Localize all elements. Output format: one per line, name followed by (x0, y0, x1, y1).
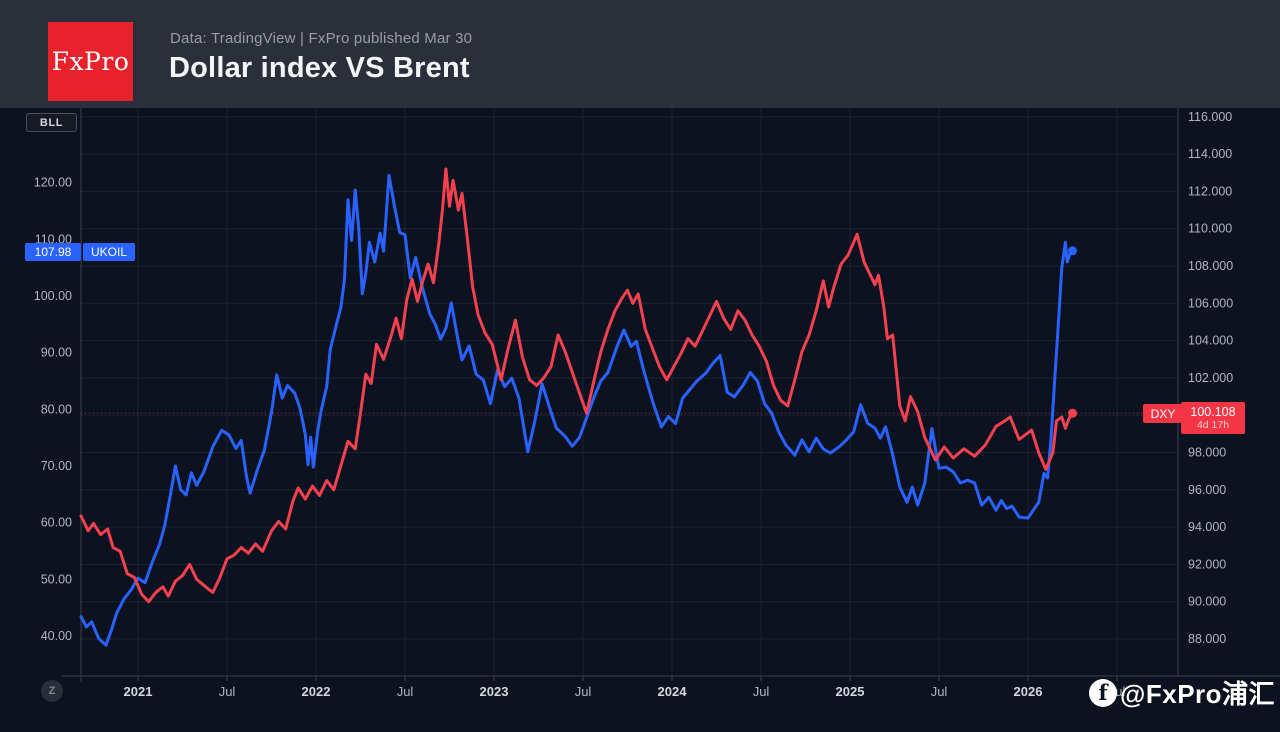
right-axis-tick-label: 110.000 (1188, 222, 1232, 236)
dxy-countdown: 4d 17h (1196, 419, 1230, 432)
right-axis-tick-label: 108.000 (1188, 259, 1233, 273)
left-axis-tick-label: 120.00 (34, 176, 72, 190)
timezone-button[interactable]: Z (41, 680, 63, 702)
x-axis-tick-label: Jul (219, 684, 236, 699)
x-axis-tick-label: 2022 (302, 684, 331, 699)
right-axis-tick-label: 88.000 (1188, 632, 1226, 646)
right-axis-tick-label: 114.000 (1188, 147, 1232, 161)
dxy-series-line[interactable] (79, 167, 1074, 604)
watermark: f @FxPro浦汇 (1089, 674, 1275, 711)
right-axis-tick-label: 96.000 (1188, 483, 1226, 497)
x-axis-tick-label: 2021 (124, 684, 153, 699)
left-axis-tick-label: 80.00 (41, 402, 72, 416)
ukoil-last-point (1068, 246, 1077, 256)
dxy-price-value: 100.108 (1190, 404, 1236, 419)
x-axis-tick-label: 2026 (1014, 684, 1043, 699)
right-axis-tick-label: 94.000 (1188, 520, 1226, 534)
right-axis-tick-label: 98.000 (1188, 446, 1226, 460)
left-axis-tick-label: 90.00 (41, 346, 72, 360)
ukoil-symbol-badge: UKOIL (83, 243, 135, 261)
right-axis-tick-label: 112.000 (1188, 184, 1232, 198)
facebook-icon: f (1089, 678, 1117, 707)
left-axis-tick-label: 110.00 (35, 232, 72, 246)
ukoil-series-line[interactable] (79, 173, 1074, 647)
dxy-symbol-badge: DXY (1143, 404, 1183, 423)
watermark-handle: @FxPro浦汇 (1120, 679, 1276, 709)
fxpro-logo-text: FxPro (51, 47, 130, 76)
left-axis-tick-label: 60.00 (41, 516, 72, 530)
source-attribution: Data: TradingView | FxPro published Mar … (170, 30, 473, 47)
x-axis-tick-label: 2024 (658, 684, 688, 699)
x-axis-tick-label: 2025 (836, 684, 865, 699)
x-axis-tick-label: Jul (397, 684, 414, 699)
page-title: Dollar index VS Brent (169, 52, 470, 84)
right-axis-tick-label: 106.000 (1188, 296, 1233, 310)
right-axis-tick-label: 90.000 (1188, 595, 1226, 609)
fxpro-logo: FxPro (48, 22, 133, 101)
left-axis-tick-label: 70.00 (41, 459, 72, 473)
x-axis-tick-label: Jul (753, 684, 770, 699)
left-axis-tick-label: 50.00 (41, 572, 72, 586)
left-axis-tick-label: 40.00 (41, 629, 72, 643)
header: FxPro Data: TradingView | FxPro publishe… (0, 0, 1280, 108)
dxy-last-point (1068, 408, 1077, 418)
right-axis-tick-label: 104.000 (1188, 334, 1233, 348)
left-axis-tick-label: 100.00 (34, 289, 72, 303)
right-axis-tick-label: 116.000 (1188, 110, 1232, 124)
dxy-price-badge: 100.108 4d 17h (1181, 402, 1245, 434)
x-axis-tick-label: 2023 (480, 684, 509, 699)
symbol-button[interactable]: BLL (26, 113, 77, 132)
right-axis-tick-label: 92.000 (1188, 557, 1226, 571)
ukoil-price-badge: 107.98 (25, 243, 81, 261)
right-axis-tick-label: 102.000 (1188, 371, 1233, 385)
x-axis-tick-label: Jul (575, 684, 592, 699)
x-axis-tick-label: Jul (931, 684, 948, 699)
